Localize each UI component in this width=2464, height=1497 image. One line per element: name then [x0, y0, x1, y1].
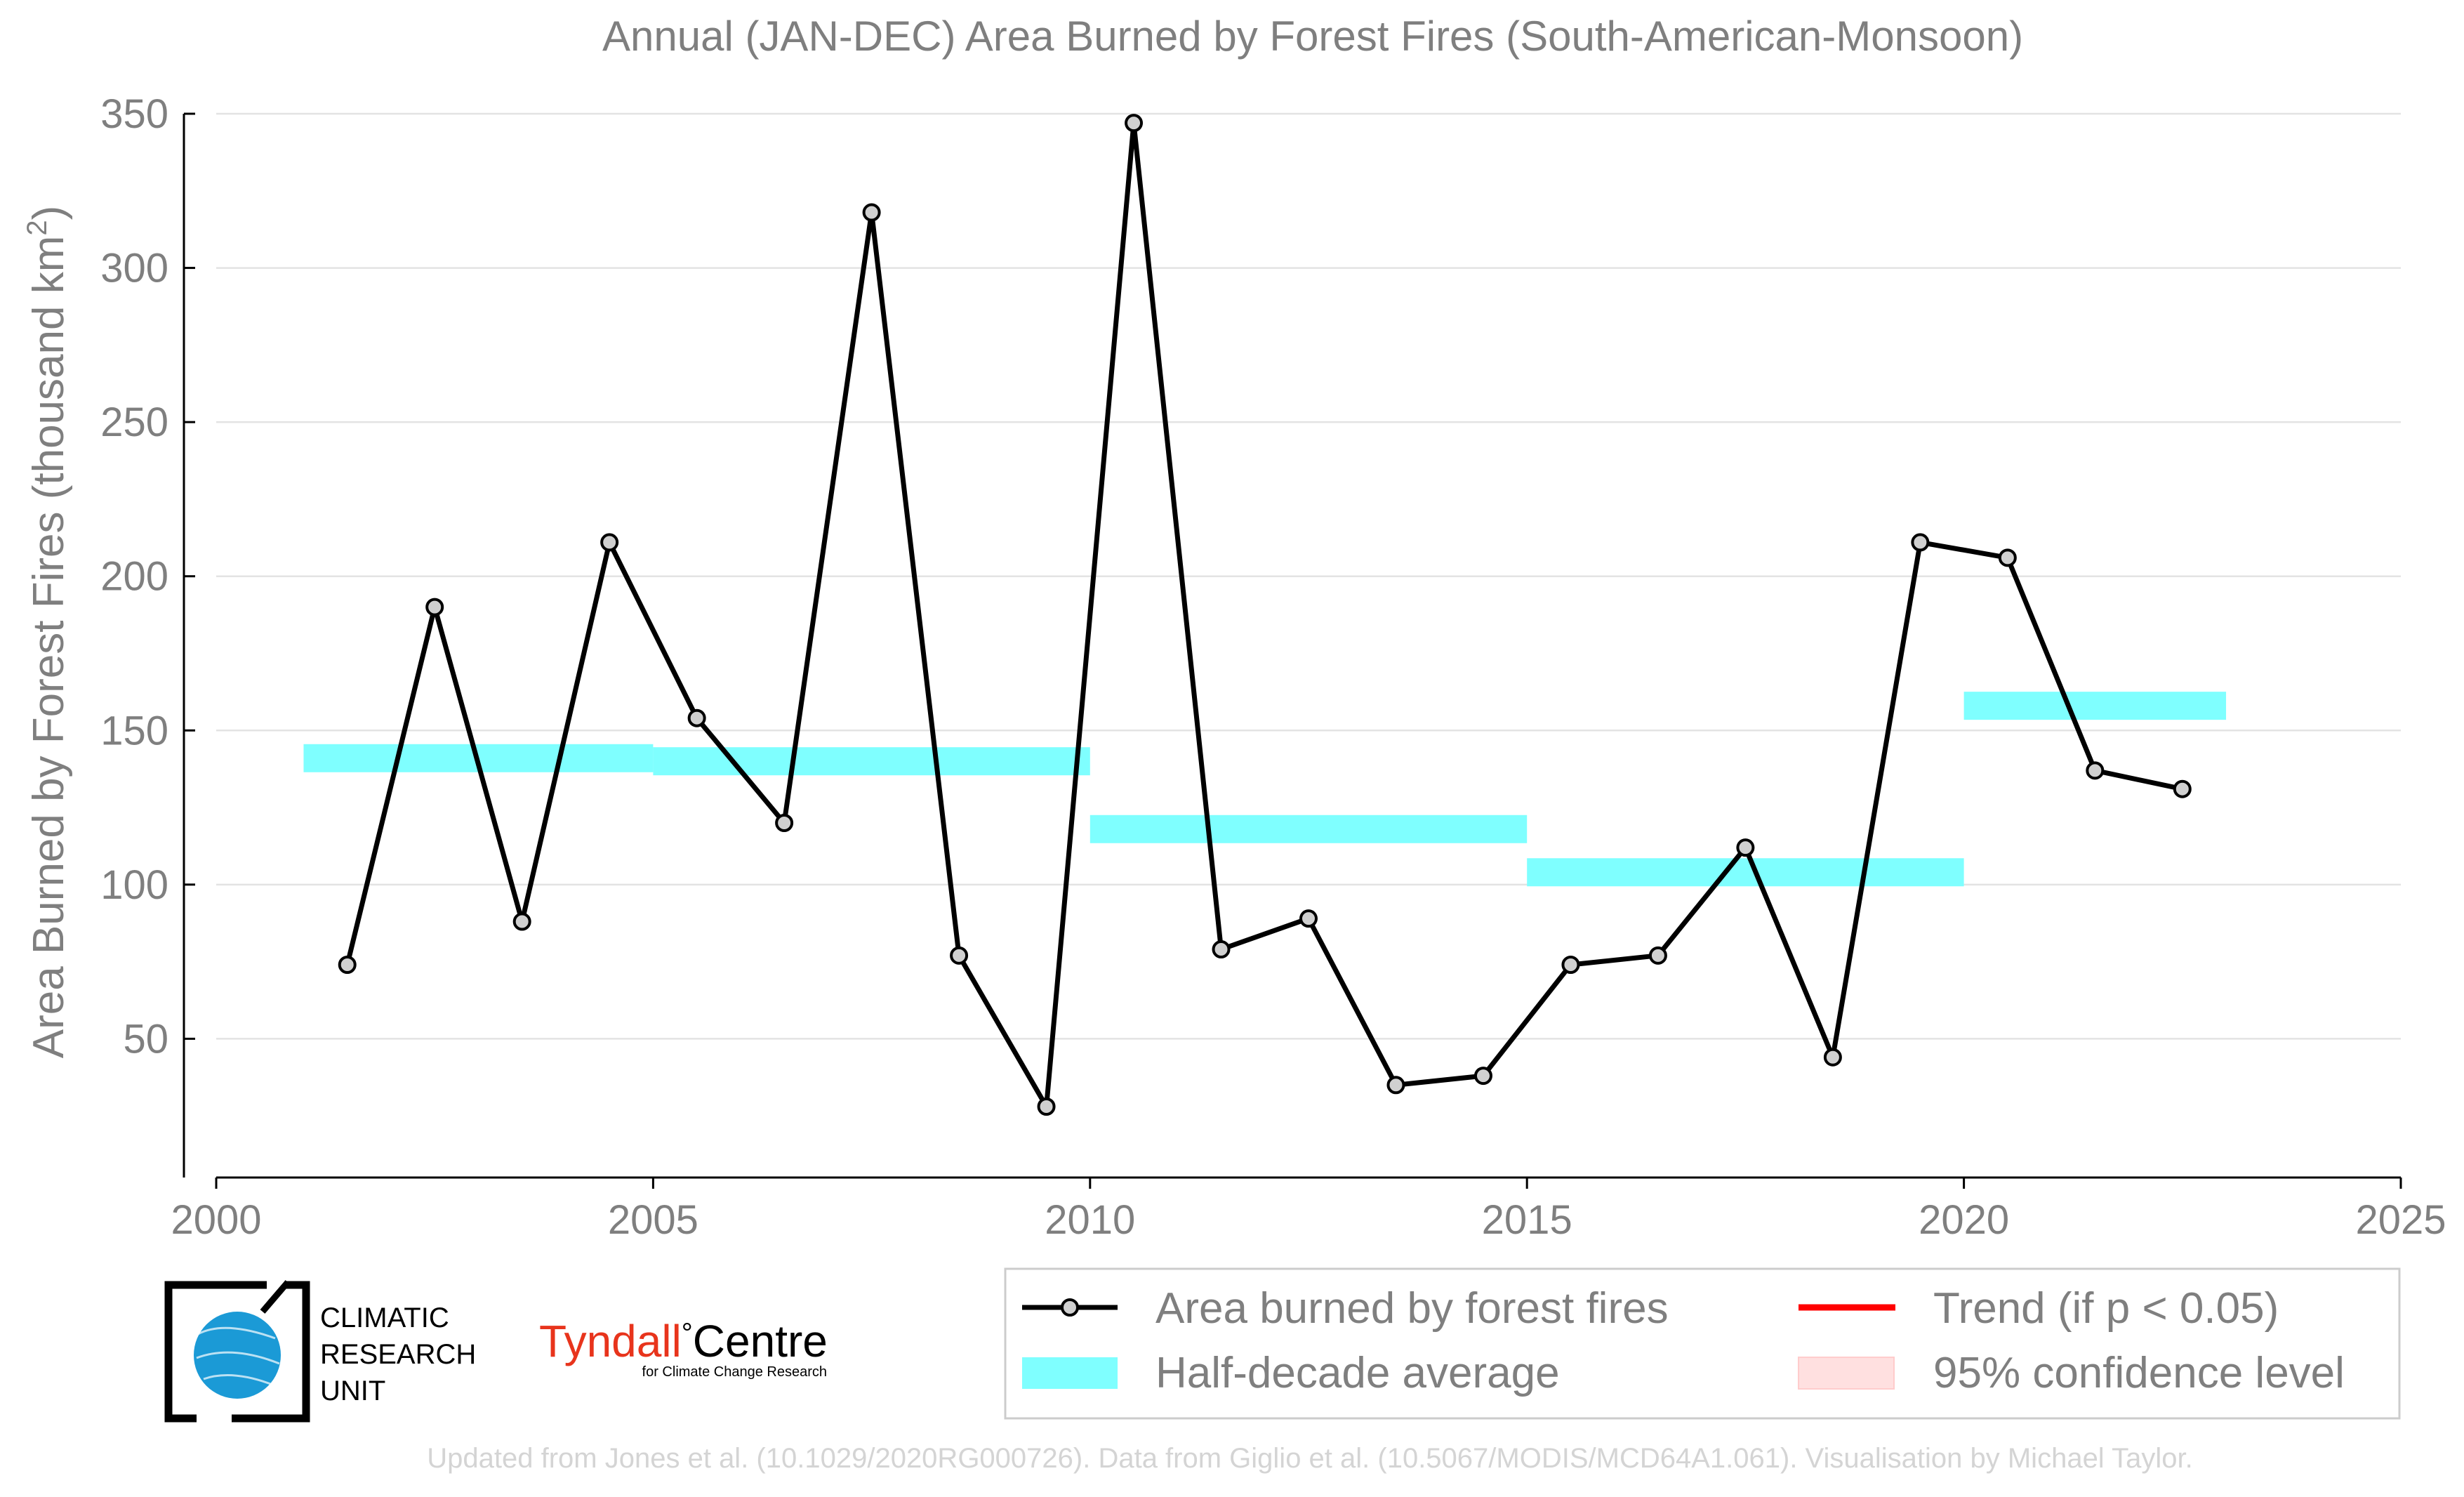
y-tick-label: 50 [123, 1016, 168, 1062]
gridlines [216, 112, 2401, 1040]
cru-logo-line-2: RESEARCH [320, 1339, 476, 1370]
tyndall-logo-word: Tyndall [539, 1316, 682, 1366]
data-point [1561, 956, 1580, 974]
x-tick-label: 2005 [608, 1197, 698, 1243]
y-axis-label-close: ) [25, 206, 73, 220]
series-area-burned [338, 114, 2192, 1116]
cru-logo: CLIMATIC RESEARCH UNIT [164, 1280, 476, 1423]
x-axis: 2000 2005 2010 2015 2020 2025 [171, 1176, 2446, 1243]
tyndall-logo-subtitle: for Climate Change Research [642, 1364, 827, 1380]
data-point [1998, 548, 2017, 567]
data-point [512, 912, 531, 931]
data-point [950, 946, 969, 965]
x-tick-label: 2020 [1919, 1197, 2009, 1243]
legend-patch-confidence [1798, 1357, 1895, 1390]
data-point [2173, 779, 2192, 798]
y-tick-label: 150 [100, 708, 168, 753]
data-point [425, 598, 444, 616]
data-point [1736, 838, 1755, 857]
tyndall-logo-name: Tyndall°Centre [539, 1316, 828, 1366]
data-point [600, 533, 619, 552]
x-tick-label: 2010 [1045, 1197, 1135, 1243]
y-tick-label: 300 [100, 246, 168, 291]
data-point [862, 203, 881, 222]
series-line [345, 120, 2183, 1109]
half-decade-average-bars [303, 692, 2227, 887]
y-axis: 50 100 150 200 250 300 350 [100, 91, 195, 1178]
data-point [1299, 909, 1318, 928]
y-axis-label-superscript: 2 [22, 220, 53, 235]
legend-patch-half-decade [1022, 1357, 1118, 1389]
cru-logo-slash [260, 1280, 291, 1314]
data-point [1125, 114, 1144, 133]
y-tick-label: 250 [100, 400, 168, 445]
half-decade-bar [653, 747, 1090, 776]
legend-label-trend: Trend (if p < 0.05) [1933, 1284, 2279, 1333]
data-point [1037, 1097, 1056, 1116]
half-decade-bar [1963, 692, 2227, 720]
data-point [338, 956, 357, 974]
data-point [687, 708, 706, 727]
x-tick-label: 2015 [1482, 1197, 1572, 1243]
legend-label-area-burned: Area burned by forest fires [1155, 1284, 1669, 1333]
footer-credits: Updated from Jones et al. (10.1029/2020R… [427, 1443, 2192, 1474]
half-decade-bar [1527, 858, 1964, 887]
cru-logo-line-1: CLIMATIC [320, 1303, 449, 1333]
data-point [1648, 946, 1667, 965]
cru-globe-wave-icon [196, 1326, 280, 1386]
data-point [1823, 1048, 1842, 1067]
x-tick-label: 2025 [2355, 1197, 2446, 1243]
data-point [1386, 1076, 1405, 1095]
data-point [1212, 940, 1231, 959]
y-axis-label-text: Area Burned by Forest Fires (thousand km [25, 236, 73, 1059]
data-point [1473, 1067, 1492, 1086]
data-point [1911, 533, 1930, 552]
x-tick-label: 2000 [171, 1197, 261, 1243]
data-point [2086, 761, 2105, 780]
legend-label-half-decade: Half-decade average [1155, 1349, 1560, 1397]
tyndall-logo: Tyndall°Centre for Climate Change Resear… [539, 1316, 828, 1380]
cru-logo-bracket-right [232, 1281, 310, 1423]
tyndall-logo-degree: ° [682, 1318, 693, 1349]
legend: Area burned by forest fires Trend (if p … [1004, 1267, 2401, 1420]
tyndall-logo-centre: Centre [693, 1316, 828, 1366]
y-tick-label: 200 [100, 554, 168, 600]
legend-marker-area-burned [1061, 1298, 1079, 1317]
cru-logo-line-3: UNIT [320, 1376, 385, 1406]
y-axis-label: Area Burned by Forest Fires (thousand km… [22, 206, 73, 1059]
legend-label-confidence: 95% confidence level [1933, 1349, 2345, 1397]
cru-logo-bracket-left [164, 1281, 267, 1423]
half-decade-bar [1089, 815, 1528, 843]
chart-title: Annual (JAN-DEC) Area Burned by Forest F… [602, 13, 2023, 60]
y-tick-label: 100 [100, 862, 168, 908]
data-point [775, 814, 794, 832]
y-tick-label: 350 [100, 91, 168, 137]
legend-frame [1004, 1267, 2401, 1420]
